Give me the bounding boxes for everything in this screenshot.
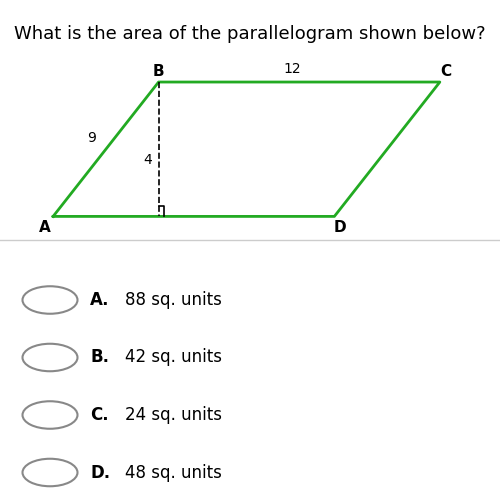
Text: D: D	[334, 220, 346, 234]
Text: 48 sq. units: 48 sq. units	[125, 464, 222, 481]
Text: B: B	[153, 64, 164, 79]
Text: 88 sq. units: 88 sq. units	[125, 291, 222, 309]
Text: 12: 12	[284, 62, 301, 76]
Text: 24 sq. units: 24 sq. units	[125, 406, 222, 424]
Text: What is the area of the parallelogram shown below?: What is the area of the parallelogram sh…	[14, 25, 486, 43]
Text: 9: 9	[88, 132, 96, 145]
Text: C: C	[440, 64, 451, 79]
Text: B.: B.	[90, 348, 109, 366]
Text: A.: A.	[90, 291, 110, 309]
Text: C.: C.	[90, 406, 108, 424]
Text: D.: D.	[90, 464, 110, 481]
Text: 4: 4	[144, 153, 152, 167]
Text: A: A	[39, 220, 50, 234]
Text: 42 sq. units: 42 sq. units	[125, 348, 222, 366]
